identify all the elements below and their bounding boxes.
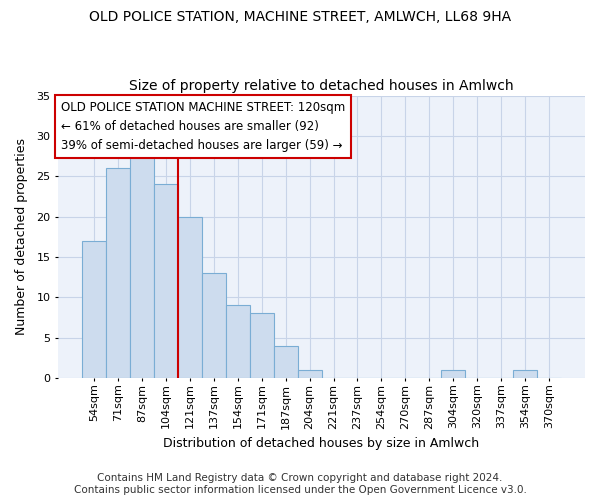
Title: Size of property relative to detached houses in Amlwch: Size of property relative to detached ho… [129, 79, 514, 93]
X-axis label: Distribution of detached houses by size in Amlwch: Distribution of detached houses by size … [163, 437, 479, 450]
Text: Contains HM Land Registry data © Crown copyright and database right 2024.
Contai: Contains HM Land Registry data © Crown c… [74, 474, 526, 495]
Bar [298, 370, 322, 378]
Y-axis label: Number of detached properties: Number of detached properties [15, 138, 28, 336]
Bar [154, 184, 178, 378]
Bar [274, 346, 298, 378]
Bar [250, 314, 274, 378]
Bar [226, 306, 250, 378]
Text: OLD POLICE STATION, MACHINE STREET, AMLWCH, LL68 9HA: OLD POLICE STATION, MACHINE STREET, AMLW… [89, 10, 511, 24]
Text: OLD POLICE STATION MACHINE STREET: 120sqm
← 61% of detached houses are smaller (: OLD POLICE STATION MACHINE STREET: 120sq… [61, 101, 345, 152]
Bar [130, 152, 154, 378]
Bar [178, 216, 202, 378]
Bar [441, 370, 465, 378]
Bar [106, 168, 130, 378]
Bar [513, 370, 537, 378]
Bar [82, 241, 106, 378]
Bar [202, 273, 226, 378]
